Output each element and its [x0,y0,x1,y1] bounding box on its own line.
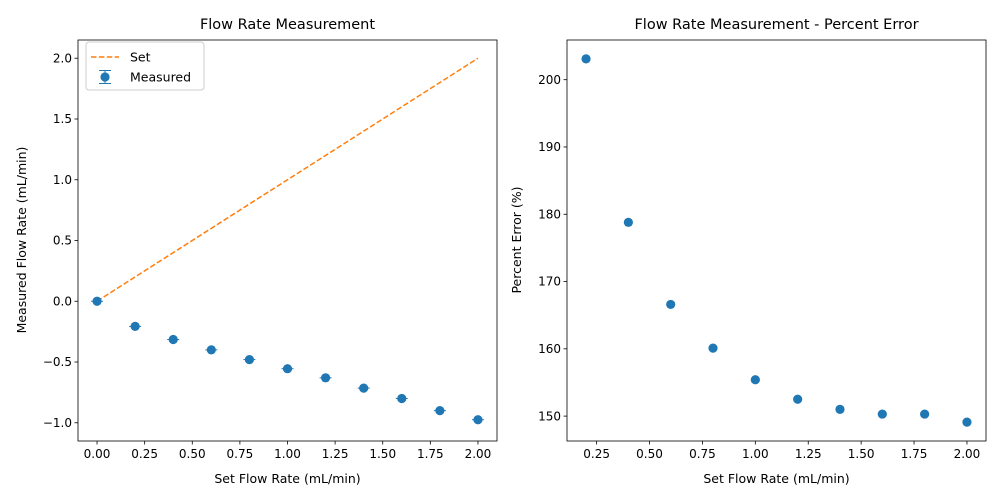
left-xtick-label: 0.75 [227,447,254,461]
right-ytick-label: 190 [538,140,561,154]
right-xtick-label: 1.50 [848,447,875,461]
chart-left-legend: Set Measured [85,41,205,91]
right-ytick-label: 200 [538,73,561,87]
left-data-point [282,364,293,374]
left-ytick-label: −1.0 [43,416,72,430]
right-data-point [835,404,845,414]
right-data-point [623,217,633,227]
left-ytick-label: 1.5 [53,112,72,126]
chart-left-ylabel: Measured Flow Rate (mL/min) [14,147,29,334]
right-data-point [708,343,718,353]
right-xtick-label: 1.25 [795,447,822,461]
chart-left-plot-area: 0.00 0.25 0.50 0.75 1.00 1.25 1.50 1.75 2.00 −1.0… [43,39,498,461]
left-axes-frame [77,39,498,442]
left-data-point [168,334,178,345]
right-ytick-label: 160 [538,342,561,356]
left-ytick-label: 0.5 [53,234,72,248]
left-xtick-label: 2.00 [465,447,492,461]
chart-left-title: Flow Rate Measurement [200,17,375,33]
right-xtick-label: 1.75 [901,447,928,461]
legend-measured-marker [100,72,110,82]
right-data-point [877,409,887,419]
left-xtick-label: 1.00 [274,447,301,461]
left-data-point [206,345,216,355]
left-series-set-line [96,57,479,302]
left-ytick-label: 1.0 [53,173,72,187]
left-ytick-label: 0.0 [53,294,72,308]
right-data-point [581,54,591,64]
chart-left-xlabel: Set Flow Rate (mL/min) [214,471,360,486]
chart-left: Flow Rate Measurement 0.00 0.25 0.50 0.75 1.… [14,17,498,486]
right-ytick-label: 180 [538,207,561,221]
left-xtick-label: 1.25 [322,447,349,461]
right-data-point [920,409,930,419]
legend-box [85,41,205,91]
left-ytick-label: 2.0 [53,51,72,65]
left-xtick-label: 0.50 [179,447,206,461]
left-data-point [244,354,255,365]
chart-right: Flow Rate Measurement - Percent Error 0.… [509,17,987,486]
left-data-point [320,373,331,383]
chart-right-xlabel: Set Flow Rate (mL/min) [703,471,849,486]
right-data-point [793,394,803,404]
right-xtick-label: 0.25 [583,447,610,461]
right-xtick-label: 2.00 [954,447,981,461]
left-data-point [435,406,445,416]
right-ytick-label: 150 [538,409,561,423]
right-ytick-label: 170 [538,275,561,289]
left-data-point [359,383,369,393]
left-data-point [473,415,483,425]
chart-right-ylabel: Percent Error (%) [509,186,524,293]
left-ytick-label: −0.5 [43,355,72,369]
left-xtick-label: 0.25 [131,447,158,461]
legend-set-label: Set [130,50,151,65]
left-data-point [397,393,407,404]
chart-right-plot-area: 0.25 0.50 0.75 1.00 1.25 1.50 1.75 2.00 150 160 17… [538,39,987,461]
right-data-point [962,417,972,427]
left-data-point [130,321,140,332]
legend-measured-label: Measured [130,70,191,85]
right-axes-frame [566,39,987,442]
right-data-point [750,375,760,385]
right-xtick-label: 1.00 [742,447,769,461]
chart-right-title: Flow Rate Measurement - Percent Error [634,17,918,33]
left-data-point [92,296,102,306]
right-xtick-label: 0.75 [689,447,716,461]
left-xtick-label: 1.75 [417,447,444,461]
right-xtick-label: 0.50 [636,447,663,461]
right-data-point [666,299,676,310]
left-xtick-label: 0.00 [84,447,111,461]
left-xtick-label: 1.50 [369,447,396,461]
